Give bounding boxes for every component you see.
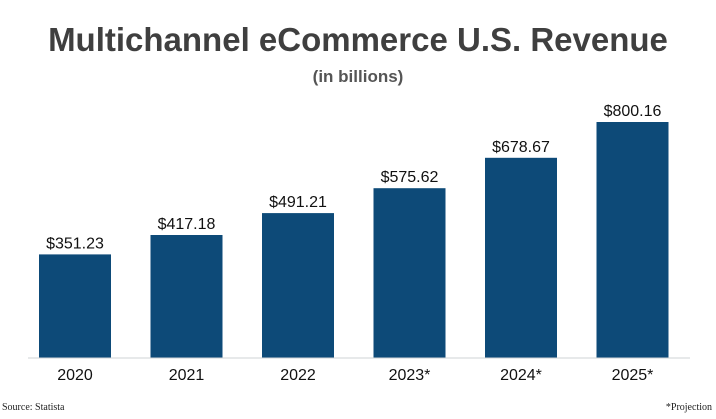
value-label: $351.23 <box>46 235 104 252</box>
bar-2020 <box>39 254 111 358</box>
value-label: $417.18 <box>158 216 216 233</box>
bar-2024-projected <box>485 157 557 358</box>
x-tick-label: 2022 <box>280 367 316 384</box>
x-tick-label: 2021 <box>169 367 205 384</box>
x-tick-labels-group: 2020 2021 2022 2023* 2024* 2025* <box>57 367 653 384</box>
value-labels-group: $351.23 $417.18 $491.21 $575.62 $678.67 $800.… <box>46 103 661 252</box>
x-tick-label: 2023* <box>389 367 431 384</box>
value-label: $491.21 <box>269 194 327 211</box>
bars-group <box>39 122 669 358</box>
projection-note: *Projection <box>666 402 712 413</box>
bar-2021 <box>150 235 223 358</box>
bar-2022 <box>262 213 334 358</box>
chart-title: Multichannel eCommerce U.S. Revenue <box>48 21 668 58</box>
bar-2023-projected <box>373 188 446 358</box>
bar-2025-projected <box>596 122 669 358</box>
chart-subtitle: (in billions) <box>313 67 404 86</box>
x-tick-label: 2025* <box>612 367 654 384</box>
source-note: Source: Statista <box>2 402 65 413</box>
value-label: $800.16 <box>604 103 662 120</box>
x-tick-label: 2024* <box>500 367 542 384</box>
value-label: $575.62 <box>381 169 439 186</box>
value-label: $678.67 <box>492 139 550 156</box>
x-tick-label: 2020 <box>57 367 93 384</box>
